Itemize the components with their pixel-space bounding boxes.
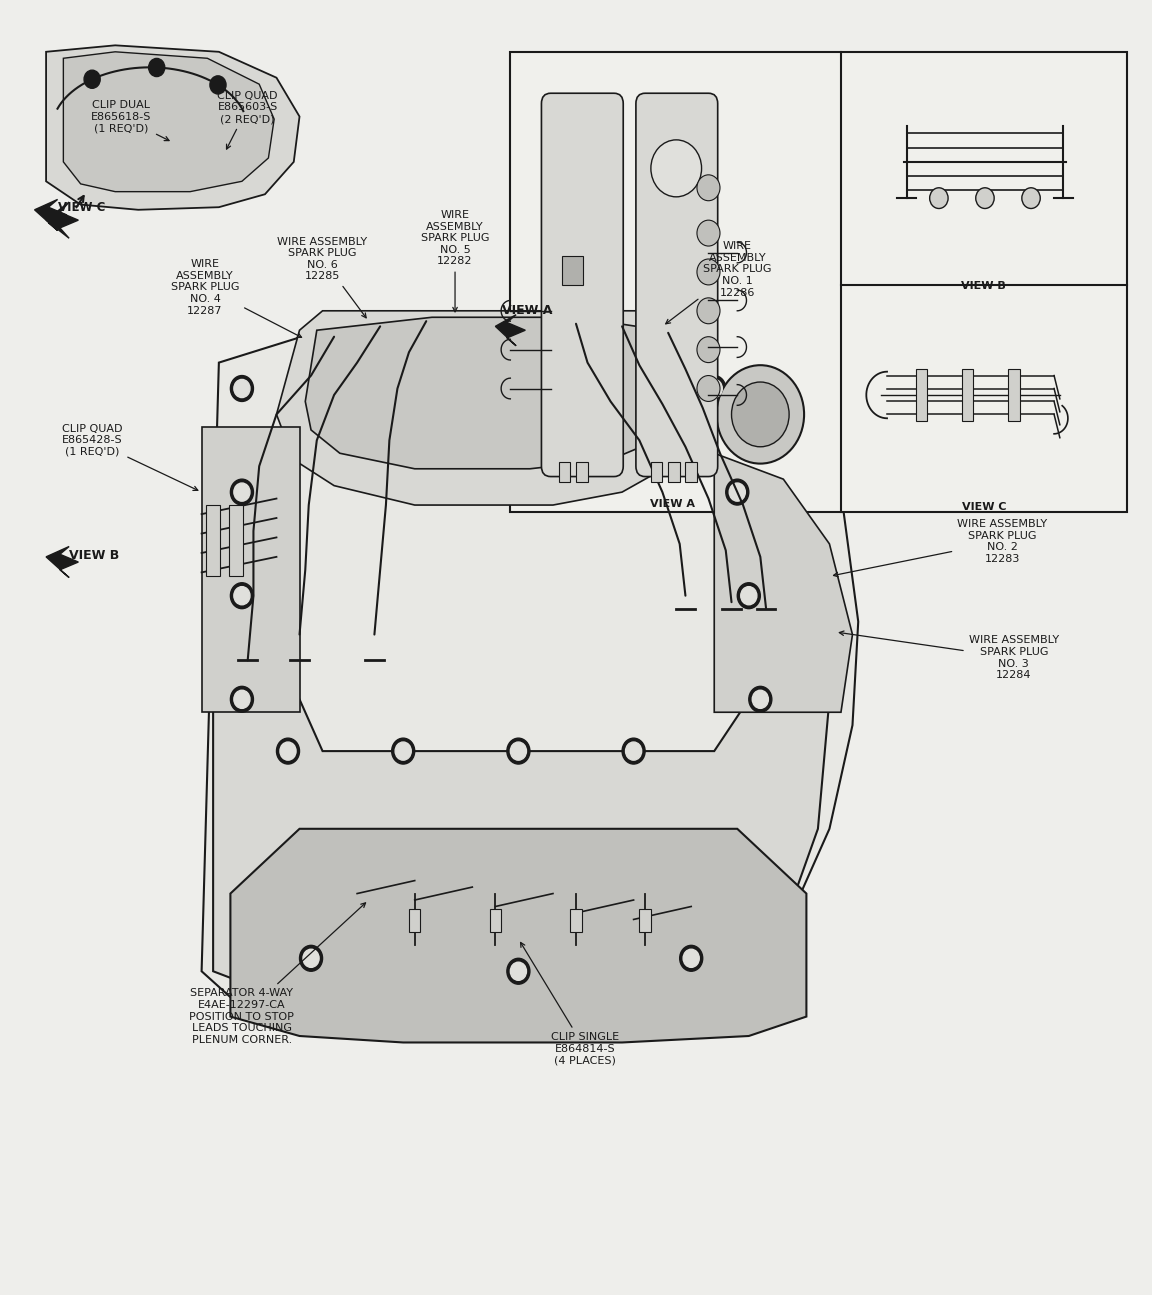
Circle shape <box>732 382 789 447</box>
Bar <box>685 462 697 482</box>
Text: CLIP DUAL
E865618-S
(1 REQ'D): CLIP DUAL E865618-S (1 REQ'D) <box>91 100 169 141</box>
Circle shape <box>230 479 253 505</box>
Circle shape <box>510 742 526 760</box>
Polygon shape <box>305 317 674 469</box>
Text: CLIP QUAD
E865428-S
(1 REQ'D): CLIP QUAD E865428-S (1 REQ'D) <box>62 423 198 491</box>
Circle shape <box>84 70 100 88</box>
Circle shape <box>749 686 772 712</box>
Bar <box>229 505 243 576</box>
Polygon shape <box>63 52 274 192</box>
Text: WIRE ASSEMBLY
SPARK PLUG
NO. 6
12285: WIRE ASSEMBLY SPARK PLUG NO. 6 12285 <box>278 237 367 317</box>
Text: SEPARATOR 4-WAY
E4AE-12297-CA
POSITION TO STOP
LEADS TOUCHING
PLENUM CORNER.: SEPARATOR 4-WAY E4AE-12297-CA POSITION T… <box>189 903 365 1045</box>
Circle shape <box>507 738 530 764</box>
Circle shape <box>395 742 411 760</box>
Polygon shape <box>213 699 829 1013</box>
Circle shape <box>230 583 253 609</box>
Circle shape <box>651 140 702 197</box>
Bar <box>562 256 583 285</box>
Circle shape <box>280 742 296 760</box>
Text: CLIP QUAD
E865603-S
(2 REQ'D): CLIP QUAD E865603-S (2 REQ'D) <box>218 91 278 149</box>
Circle shape <box>234 587 250 605</box>
FancyBboxPatch shape <box>636 93 718 477</box>
Bar <box>559 462 570 482</box>
Bar <box>639 909 651 932</box>
Circle shape <box>234 379 250 398</box>
Text: VIEW C: VIEW C <box>58 201 105 214</box>
Circle shape <box>392 738 415 764</box>
Circle shape <box>230 376 253 401</box>
Polygon shape <box>46 202 78 238</box>
Text: CLIP SINGLE
E864814-S
(4 PLACES): CLIP SINGLE E864814-S (4 PLACES) <box>521 943 620 1066</box>
Bar <box>651 462 662 482</box>
Circle shape <box>697 376 720 401</box>
Bar <box>576 462 588 482</box>
Circle shape <box>752 690 768 708</box>
Text: VIEW C: VIEW C <box>962 502 1006 513</box>
Circle shape <box>697 175 720 201</box>
Polygon shape <box>46 546 78 578</box>
Circle shape <box>697 298 720 324</box>
Circle shape <box>741 587 757 605</box>
Polygon shape <box>35 199 67 231</box>
Circle shape <box>697 337 720 363</box>
Text: VIEW B: VIEW B <box>69 549 120 562</box>
Circle shape <box>703 376 726 401</box>
Circle shape <box>300 945 323 971</box>
Circle shape <box>234 483 250 501</box>
Polygon shape <box>495 315 525 346</box>
Circle shape <box>683 949 699 967</box>
Text: WIRE
ASSEMBLY
SPARK PLUG
NO. 4
12287: WIRE ASSEMBLY SPARK PLUG NO. 4 12287 <box>170 259 302 338</box>
Bar <box>409 909 420 932</box>
Polygon shape <box>46 45 300 210</box>
Circle shape <box>626 742 642 760</box>
Bar <box>668 462 680 482</box>
Circle shape <box>717 365 804 464</box>
FancyBboxPatch shape <box>541 93 623 477</box>
Bar <box>490 909 501 932</box>
Circle shape <box>697 259 720 285</box>
Bar <box>570 909 582 932</box>
Circle shape <box>230 686 253 712</box>
Polygon shape <box>276 311 691 505</box>
Circle shape <box>149 58 165 76</box>
Text: VIEW A: VIEW A <box>502 304 553 317</box>
Circle shape <box>680 945 703 971</box>
Circle shape <box>737 583 760 609</box>
Circle shape <box>510 962 526 980</box>
Text: WIRE
ASSEMBLY
SPARK PLUG
NO. 1
12286: WIRE ASSEMBLY SPARK PLUG NO. 1 12286 <box>666 241 772 324</box>
Bar <box>202 427 300 712</box>
Bar <box>962 369 973 421</box>
Bar <box>206 505 220 576</box>
Circle shape <box>210 76 226 95</box>
Circle shape <box>507 958 530 984</box>
Circle shape <box>976 188 994 208</box>
Circle shape <box>697 220 720 246</box>
Circle shape <box>234 690 250 708</box>
Circle shape <box>1022 188 1040 208</box>
Polygon shape <box>714 453 852 712</box>
Polygon shape <box>230 829 806 1042</box>
Circle shape <box>729 483 745 501</box>
Circle shape <box>930 188 948 208</box>
Bar <box>1008 369 1020 421</box>
Circle shape <box>303 949 319 967</box>
Text: WIRE ASSEMBLY
SPARK PLUG
NO. 3
12284: WIRE ASSEMBLY SPARK PLUG NO. 3 12284 <box>840 631 1059 680</box>
Text: VIEW B: VIEW B <box>962 281 1006 291</box>
Text: WIRE
ASSEMBLY
SPARK PLUG
NO. 5
12282: WIRE ASSEMBLY SPARK PLUG NO. 5 12282 <box>420 210 490 312</box>
Circle shape <box>622 738 645 764</box>
Text: VIEW A: VIEW A <box>650 499 696 509</box>
Circle shape <box>276 738 300 764</box>
Polygon shape <box>202 330 858 1023</box>
Bar <box>510 52 1127 512</box>
Text: WIRE ASSEMBLY
SPARK PLUG
NO. 2
12283: WIRE ASSEMBLY SPARK PLUG NO. 2 12283 <box>834 519 1047 576</box>
Circle shape <box>706 379 722 398</box>
Bar <box>916 369 927 421</box>
Circle shape <box>726 479 749 505</box>
